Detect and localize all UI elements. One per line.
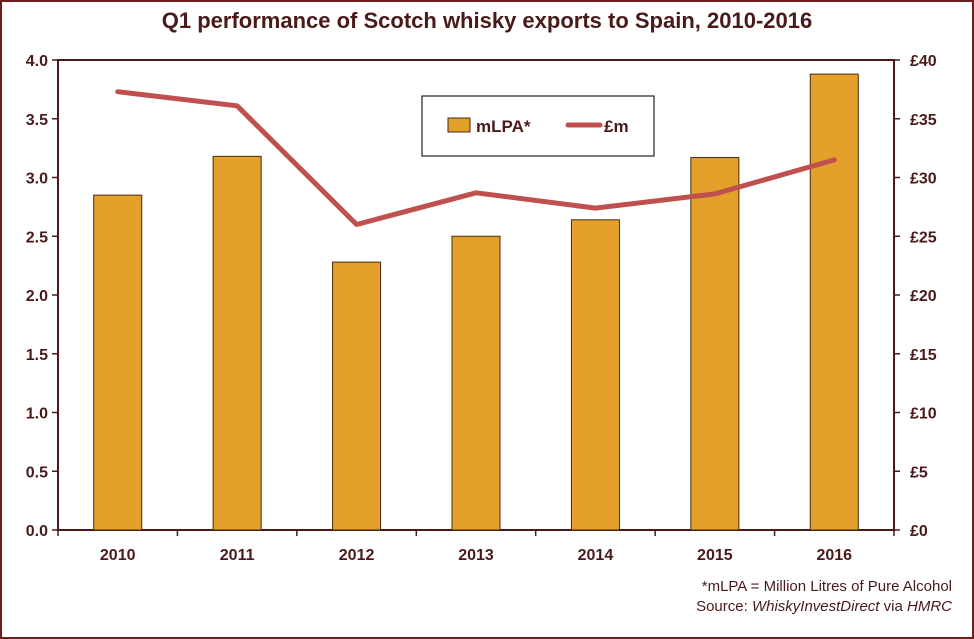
y-right-tick-label: £30 (910, 171, 937, 188)
x-tick-label: 2010 (100, 547, 136, 564)
y-left-tick-label: 1.5 (26, 347, 48, 364)
y-right-tick-label: £10 (910, 406, 937, 423)
y-left-tick-label: 0.5 (26, 464, 48, 481)
x-tick-label: 2014 (578, 547, 614, 564)
y-right-tick-label: £25 (910, 229, 937, 246)
y-right-tick-label: £40 (910, 53, 937, 70)
y-left-tick-label: 2.0 (26, 288, 48, 305)
y-left-tick-label: 3.0 (26, 171, 48, 188)
y-right-tick-label: £20 (910, 288, 937, 305)
bar-mlpa (212, 155, 262, 531)
y-left-tick-label: 0.0 (26, 523, 48, 540)
legend-label-mlpa: mLPA* (476, 117, 531, 136)
y-right-tick-label: £5 (910, 464, 928, 481)
source-mid: via (879, 598, 907, 615)
y-left-tick-label: 3.5 (26, 112, 48, 129)
x-tick-label: 2013 (458, 547, 494, 564)
y-right-tick-label: £15 (910, 347, 937, 364)
bar-mlpa (93, 194, 143, 531)
x-tick-label: 2012 (339, 547, 375, 564)
bar-mlpa (809, 73, 859, 531)
source-name: WhiskyInvestDirect (751, 598, 880, 615)
y-left-tick-label: 1.0 (26, 406, 48, 423)
y-right-tick-label: £0 (910, 523, 928, 540)
bar-mlpa (332, 261, 382, 531)
chart-title: Q1 performance of Scotch whisky exports … (161, 8, 813, 33)
legend-label-gbp: £m (604, 117, 629, 136)
x-tick-label: 2016 (816, 547, 852, 564)
y-right-tick-label: £35 (910, 112, 937, 129)
x-tick-label: 2015 (697, 547, 733, 564)
line-gbp-m (115, 89, 837, 227)
footnote-source: Source: WhiskyInvestDirect via HMRC (352, 598, 952, 615)
x-tick-label: 2011 (220, 547, 255, 564)
source-prefix: Source: (696, 598, 752, 615)
footnote-definition: *mLPA = Million Litres of Pure Alcohol (701, 578, 952, 595)
bar-mlpa (451, 235, 501, 531)
y-left-tick-label: 2.5 (26, 229, 48, 246)
source-origin: HMRC (907, 598, 952, 615)
y-left-tick-label: 4.0 (26, 53, 48, 70)
bar-mlpa (570, 219, 620, 531)
bar-mlpa (690, 157, 740, 531)
legend-swatch-mlpa (447, 117, 471, 133)
